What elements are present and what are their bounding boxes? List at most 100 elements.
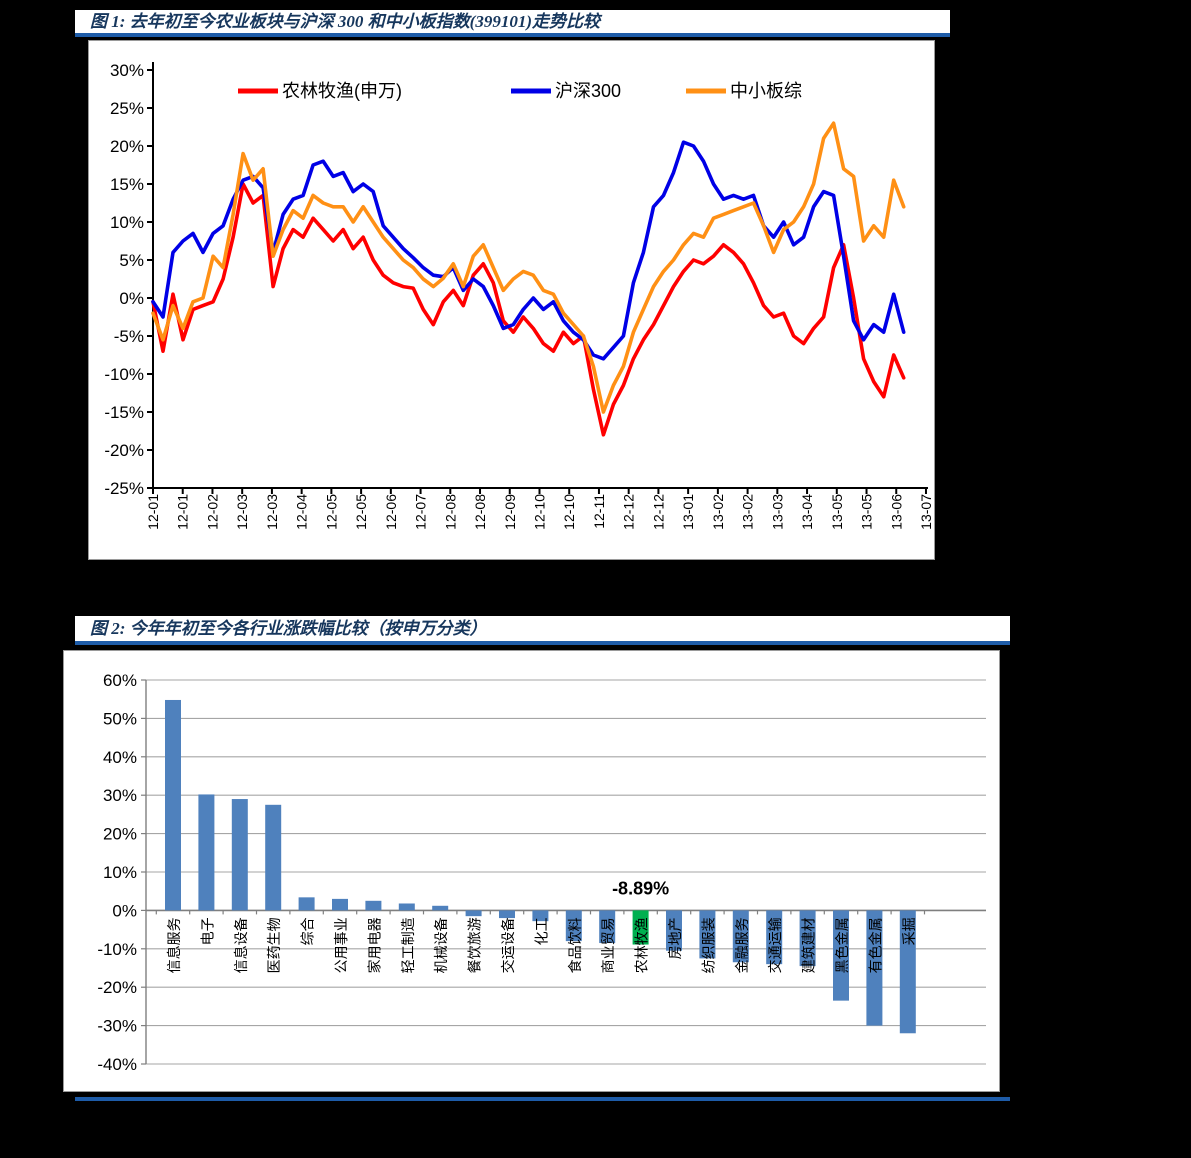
category-label: 电子 [199,917,215,945]
y-tick-label: 40% [103,748,137,767]
y-tick-label: 0% [119,289,144,308]
bar-annotation: -8.89% [612,878,669,898]
y-tick-label: 20% [103,825,137,844]
x-tick-label: 12-08 [442,494,458,530]
bar [165,699,181,911]
category-label: 餐饮旅游 [467,917,483,973]
y-tick-label: 30% [103,786,137,805]
bar [732,910,749,963]
bar [866,910,883,1026]
x-tick-label: 13-02 [710,494,726,530]
y-tick-label: 5% [119,251,144,270]
x-tick-label: 13-07 [918,494,934,530]
category-label: 交运设备 [500,917,516,973]
category-label: 黑色金属 [834,917,850,973]
series-orange-line [151,121,906,414]
category-label: 信息服务 [166,917,182,973]
category-label: 农林牧渔 [634,917,650,973]
figure1-title-strip [75,10,950,33]
y-tick-label: 50% [103,709,137,728]
bar [398,903,415,911]
x-tick-label: 13-05 [859,494,875,530]
bar [332,898,348,911]
bar [833,910,849,1001]
bar [499,910,515,919]
x-tick-label: 12-08 [472,494,488,530]
y-tick-label: 15% [110,175,144,194]
x-axis: 12-01 12-01 12-02 12-03 12-03 12-04 12-05 12-05… [145,487,934,530]
category-label: 纺织服装 [700,917,716,973]
category-label: 食品饮料 [567,917,583,973]
y-tick-label: 25% [110,99,144,118]
bar [599,910,616,944]
legend-label: 农林牧渔(申万) [282,81,402,101]
gridlines: 60% 50% 40% 30% 20% 10% 0% -10% -20% -30% -40% [97,671,986,1074]
y-tick-label: 20% [110,137,144,156]
figure1-title: 图 1: 去年初至今农业板块与沪深 300 和中小板指数(399101)走势比较 [90,12,600,31]
x-tick-label: 12-05 [353,494,369,530]
legend: 农林牧渔(申万) 沪深300 中小板综 [238,81,802,101]
y-tick-label: -25% [104,479,144,498]
x-tick-label: 12-12 [650,494,666,530]
bar [465,910,482,917]
bar [899,910,916,1034]
y-tick-label: 10% [103,863,137,882]
bar [298,897,315,911]
category-label: 机械设备 [433,917,449,973]
figure2-title-underline [75,641,1010,645]
y-tick-label: -10% [104,365,144,384]
x-tick-label: 12-02 [204,494,220,530]
bar [365,900,382,911]
x-tick-label: 13-06 [888,494,904,530]
bar [265,804,282,911]
y-axis: 30% 25% 20% 15% 10% 5% 0% -5% -10% -15% -20% -25% [104,61,154,498]
y-tick-label: -30% [97,1017,137,1036]
category-label: 交通运输 [767,917,783,973]
category-label: 采掘 [901,917,917,945]
x-tick-label: 12-04 [294,494,310,530]
y-tick-label: -20% [104,441,144,460]
category-label: 轻工制造 [400,917,416,973]
category-label: 信息设备 [233,917,249,973]
category-labels: 信息服务 电子 信息设备 医药生物 综合 公用事业 家用电器 轻工制造 机械设备 餐饮旅游 交运设备… [166,917,917,973]
y-tick-label: -20% [97,978,137,997]
x-tick-label: 13-04 [799,494,815,530]
x-tick-label: 12-01 [145,494,161,530]
x-tick-label: 12-03 [234,494,250,530]
figure2-title: 图 2: 今年年初至今各行业涨跌幅比较（按申万分类） [90,619,487,638]
x-tick-label: 12-01 [175,494,191,530]
y-tick-label: -5% [114,327,144,346]
category-label: 医药生物 [266,917,282,973]
figure1-chart-box: 农林牧渔(申万) 沪深300 中小板综 30% 25% 20% 15% 10% 5% 0% -5% -… [88,40,935,560]
figure1-title-underline [75,33,950,37]
bar-highlight [632,910,649,945]
bar [198,794,215,911]
legend-label: 沪深300 [555,81,621,101]
bar [666,910,682,951]
y-tick-label: 10% [110,213,144,232]
y-tick-label: 0% [112,901,137,920]
bars [165,699,916,1034]
x-tick-label: 13-05 [829,494,845,530]
bar-chart: 60% 50% 40% 30% 20% 10% 0% -10% -20% -30% -40% 信息服务… [97,671,986,1074]
bar [699,910,716,959]
x-tick-label: 13-01 [680,494,696,530]
line-chart: 农林牧渔(申万) 沪深300 中小板综 30% 25% 20% 15% 10% 5% 0% -5% -… [104,61,934,530]
y-tick-label: 30% [110,61,144,80]
y-tick-label: 60% [103,671,137,690]
x-tick-label: 12-09 [502,494,518,530]
category-label: 建筑建材 [801,917,817,973]
x-tick-label: 13-02 [740,494,756,530]
bar [766,910,783,965]
figure2-title-strip [75,616,1010,641]
series-blue-line [151,140,906,361]
category-label: 家用电器 [366,917,382,973]
x-tick-label: 12-10 [531,494,547,530]
category-label: 公用事业 [333,917,349,973]
category-label: 有色金属 [867,917,883,973]
x-tick-label: 12-10 [561,494,577,530]
page-bottom-rule [75,1097,1010,1101]
bar [532,910,549,922]
x-tick-label: 12-11 [591,494,607,529]
